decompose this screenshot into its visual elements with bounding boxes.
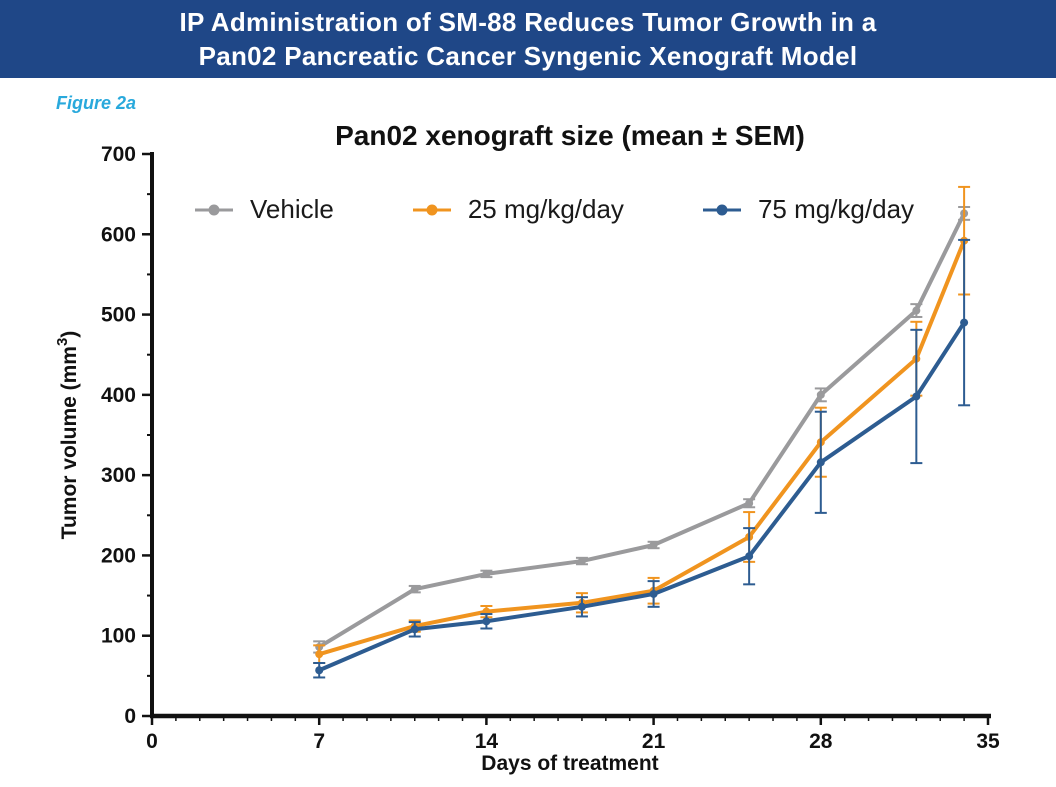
- svg-text:0: 0: [124, 705, 136, 728]
- svg-text:700: 700: [101, 143, 136, 166]
- svg-text:300: 300: [101, 464, 136, 487]
- svg-text:Tumor volume (mm3): Tumor volume (mm3): [54, 331, 81, 540]
- svg-text:28: 28: [809, 730, 833, 753]
- legend-label-vehicle: Vehicle: [250, 194, 334, 224]
- chart-title: Pan02 xenograft size (mean ± SEM): [335, 120, 805, 151]
- legend-item-vehicle: Vehicle: [194, 194, 334, 225]
- header-title-line2: Pan02 Pancreatic Cancer Syngenic Xenogra…: [198, 41, 858, 71]
- svg-text:600: 600: [101, 223, 136, 246]
- svg-text:Days of treatment: Days of treatment: [481, 752, 658, 775]
- legend-label-25-mg-kg-day: 25 mg/kg/day: [467, 194, 624, 224]
- svg-text:100: 100: [101, 625, 136, 648]
- svg-text:7: 7: [313, 730, 325, 753]
- legend-marker-vehicle: [195, 204, 233, 215]
- legend-item-75-mg-kg-day: 75 mg/kg/day: [702, 194, 914, 225]
- header-title-line1: IP Administration of SM-88 Reduces Tumor…: [179, 7, 877, 37]
- svg-text:21: 21: [642, 730, 666, 753]
- svg-text:0: 0: [146, 730, 158, 753]
- svg-text:400: 400: [101, 384, 136, 407]
- chart-legend: Vehicle 25 mg/kg/day 75 mg/kg/day: [194, 194, 914, 225]
- header-banner: IP Administration of SM-88 Reduces Tumor…: [0, 0, 1056, 78]
- legend-item-25-mg-kg-day: 25 mg/kg/day: [412, 194, 624, 225]
- svg-text:200: 200: [101, 544, 136, 567]
- legend-marker-75-mg-kg-day: [702, 204, 741, 215]
- svg-text:500: 500: [101, 304, 136, 327]
- svg-text:35: 35: [976, 730, 1000, 753]
- svg-text:14: 14: [475, 730, 499, 753]
- figure-label: Figure 2a: [56, 93, 137, 113]
- legend-marker-25-mg-kg-day: [412, 204, 451, 215]
- legend-label-75-mg-kg-day: 75 mg/kg/day: [757, 194, 915, 224]
